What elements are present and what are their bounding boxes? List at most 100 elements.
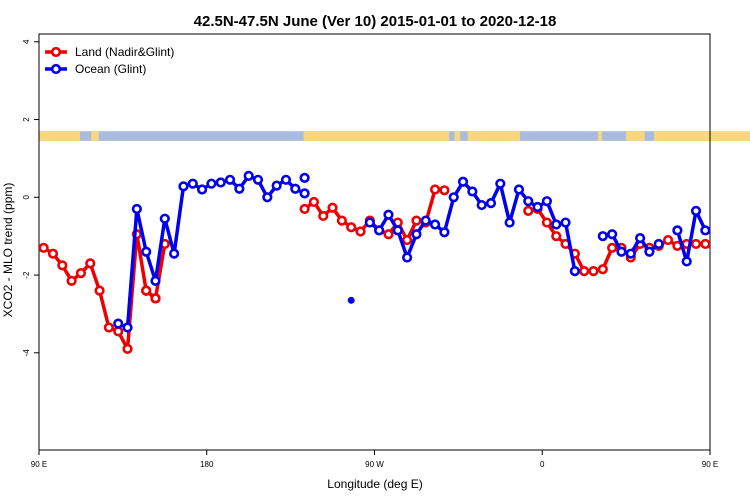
data-point: [103, 322, 114, 333]
data-point: [513, 184, 525, 195]
data-point: [439, 227, 450, 238]
data-point: [290, 183, 301, 194]
data-point: [224, 174, 236, 185]
series-line: [675, 209, 707, 264]
data-point: [569, 266, 580, 277]
data-point: [215, 177, 226, 188]
data-point: [150, 275, 161, 286]
y-tick-label: 0: [22, 195, 31, 200]
data-point: [402, 252, 413, 263]
y-tick-label: -4: [22, 349, 31, 357]
data-point: [700, 225, 710, 236]
data-point: [85, 258, 96, 269]
data-point: [141, 285, 152, 296]
data-point: [597, 231, 608, 242]
legend-marker: [50, 46, 62, 58]
data-point: [57, 260, 68, 271]
x-tick-label: 90 W: [365, 460, 384, 469]
data-point: [234, 183, 245, 194]
mask-land: [91, 131, 99, 141]
legend-marker: [50, 63, 62, 75]
data-point: [588, 266, 599, 277]
x-axis: 90 E 180 90 W 0 90 E: [31, 450, 718, 469]
chart-title: 42.5N-47.5N June (Ver 10) 2015-01-01 to …: [194, 13, 557, 30]
data-point: [625, 248, 636, 259]
data-point: [729, 277, 737, 285]
data-point: [429, 184, 441, 195]
mask-land: [598, 131, 602, 141]
legend-label: Ocean (Glint): [75, 62, 146, 76]
data-point: [113, 326, 124, 337]
series-line: [527, 207, 710, 273]
data-point: [318, 210, 329, 222]
data-point: [336, 215, 347, 226]
data-point: [411, 229, 422, 240]
legend: Land (Nadir&Glint) Ocean (Glint): [45, 45, 174, 76]
data-point: [206, 178, 217, 189]
legend-label: Land (Nadir&Glint): [75, 45, 174, 59]
data-point: [280, 174, 292, 185]
data-point: [299, 188, 310, 199]
y-tick-label: -2: [22, 271, 31, 279]
data-point: [579, 266, 590, 277]
x-tick-label: 90 E: [31, 460, 47, 469]
data-point: [347, 296, 355, 304]
data-point: [457, 176, 469, 187]
data-point: [420, 215, 431, 226]
data-point: [439, 185, 450, 196]
data-point: [690, 238, 702, 250]
data-point: [690, 205, 702, 216]
data-point: [541, 196, 553, 207]
data-point: [39, 242, 49, 253]
series-layer: [39, 170, 747, 355]
data-point: [523, 196, 534, 207]
data-point: [485, 198, 497, 209]
data-point: [672, 225, 683, 236]
data-point: [700, 238, 710, 250]
y-axis-label: XCO2 - MLO trend (ppm): [1, 183, 15, 318]
y-tick-label: 4: [22, 39, 31, 44]
data-point: [299, 172, 310, 183]
data-point: [178, 181, 189, 192]
mask-land: [303, 131, 450, 141]
data-point: [560, 217, 571, 228]
data-point: [597, 264, 608, 275]
data-point: [402, 234, 413, 246]
data-point: [94, 285, 105, 296]
data-point: [122, 322, 133, 333]
data-point: [739, 269, 747, 277]
data-point: [448, 192, 459, 203]
series-ocean: [113, 170, 710, 333]
data-point: [131, 203, 142, 215]
data-point: [541, 217, 553, 228]
data-point: [653, 238, 664, 250]
data-point: [187, 178, 198, 189]
data-point: [607, 229, 618, 240]
data-point: [616, 246, 627, 257]
data-point: [467, 186, 478, 197]
data-point: [635, 233, 646, 244]
data-point: [141, 246, 152, 257]
data-point: [355, 226, 366, 237]
data-point: [532, 201, 543, 213]
series-land: [39, 184, 747, 355]
y-axis: -4 -2 0 2 4: [22, 39, 39, 356]
data-point: [75, 268, 87, 279]
data-point: [252, 174, 264, 185]
data-point: [271, 180, 282, 191]
data-point: [551, 219, 562, 230]
data-point: [113, 318, 124, 329]
data-point: [720, 262, 728, 270]
land-ocean-mask-band: [39, 131, 750, 141]
data-point: [122, 343, 133, 355]
x-axis-label: Longitude (deg E): [327, 477, 422, 491]
mask-land: [626, 131, 645, 141]
data-point: [411, 215, 422, 226]
data-point: [504, 217, 515, 228]
data-point: [551, 231, 562, 242]
x-tick-label: 180: [200, 460, 214, 469]
data-point: [681, 256, 692, 267]
data-point: [364, 217, 375, 228]
mask-land: [467, 131, 520, 141]
data-point: [644, 246, 655, 257]
